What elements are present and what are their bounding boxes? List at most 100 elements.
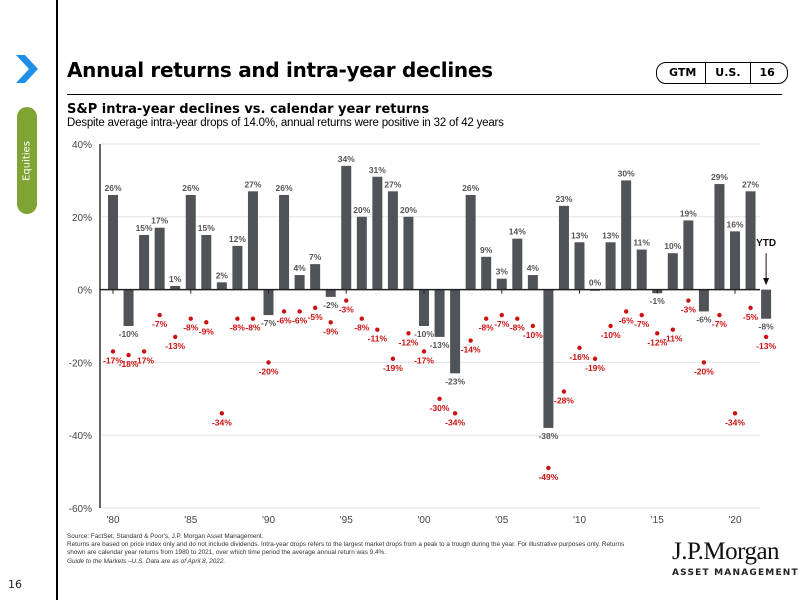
return-bar xyxy=(387,191,398,290)
return-bar xyxy=(263,289,274,316)
decline-dot xyxy=(763,334,769,340)
return-label: 11% xyxy=(633,238,650,248)
decline-label: -20% xyxy=(259,366,279,376)
decline-dot xyxy=(390,356,396,361)
decline-label: -6% xyxy=(276,315,292,325)
return-label: -10% xyxy=(119,329,139,339)
return-bar xyxy=(310,264,321,290)
decline-dot xyxy=(421,349,427,354)
return-label: 13% xyxy=(602,230,619,240)
sidebar-divider xyxy=(56,0,58,600)
decline-label: -6% xyxy=(292,315,308,325)
decline-label: -8% xyxy=(479,323,495,333)
return-label: 19% xyxy=(680,208,697,218)
chart-subtitle: Despite average intra-year drops of 14.0… xyxy=(67,117,504,129)
decline-label: -6% xyxy=(619,315,635,325)
return-bar xyxy=(108,194,118,290)
return-label: 0% xyxy=(589,278,602,288)
decline-dot xyxy=(499,312,504,318)
return-bar xyxy=(621,180,632,290)
return-label: -13% xyxy=(430,340,450,350)
y-tick-label: 40% xyxy=(72,140,92,151)
return-bar xyxy=(667,253,678,290)
decline-label: -10% xyxy=(523,330,543,340)
return-bar xyxy=(247,191,258,290)
page-number: 16 xyxy=(8,578,22,591)
return-bar xyxy=(356,216,367,290)
return-label: -7% xyxy=(261,318,277,328)
decline-dot xyxy=(344,298,349,303)
decline-label: -5% xyxy=(743,312,759,322)
decline-label: -14% xyxy=(461,345,481,355)
logo-name: J.P.Morgan xyxy=(672,538,780,565)
decline-label: -12% xyxy=(647,337,667,347)
return-bar xyxy=(294,275,305,290)
y-tick-label: 20% xyxy=(72,213,92,224)
return-label: 27% xyxy=(742,179,759,189)
decline-label: -19% xyxy=(383,363,403,373)
decline-label: -13% xyxy=(756,341,776,351)
return-bar xyxy=(434,289,445,337)
return-bar xyxy=(481,256,492,290)
decline-dot xyxy=(110,349,116,354)
return-label: 2% xyxy=(216,270,229,280)
return-bar xyxy=(185,194,196,290)
decline-label: -8% xyxy=(183,323,199,333)
ytd-label: YTD xyxy=(756,238,776,249)
decline-dot xyxy=(141,349,147,354)
section-tab-equities[interactable]: Equities xyxy=(17,107,37,214)
decline-dot xyxy=(328,320,333,325)
decline-dot xyxy=(173,334,178,340)
decline-dot xyxy=(530,323,536,329)
decline-label: -7% xyxy=(152,319,168,329)
decline-label: -8% xyxy=(510,323,526,333)
badge-page: 16 xyxy=(749,63,787,83)
decline-label: -17% xyxy=(414,355,434,365)
decline-dot xyxy=(157,312,162,318)
decline-dot xyxy=(748,305,753,310)
return-label: 9% xyxy=(480,245,493,255)
decline-label: -3% xyxy=(681,305,697,315)
chevron-right-icon[interactable] xyxy=(14,52,40,86)
return-bar xyxy=(714,184,725,290)
decline-label: -13% xyxy=(165,341,185,351)
decline-dot xyxy=(250,316,256,321)
return-label: 26% xyxy=(182,183,199,193)
decline-label: -9% xyxy=(323,326,339,336)
return-label: 26% xyxy=(276,183,293,193)
decline-dot xyxy=(297,309,302,314)
return-bar xyxy=(201,235,212,290)
y-tick-label: 0% xyxy=(78,286,93,297)
return-bar xyxy=(139,235,150,290)
decline-label: -7% xyxy=(634,319,650,329)
decline-label: -34% xyxy=(445,417,465,427)
decline-label: -7% xyxy=(712,319,728,329)
badge-gtm: GTM xyxy=(669,66,697,79)
return-label: 15% xyxy=(136,223,153,233)
return-label: 10% xyxy=(664,241,681,251)
footnotes: Source: FactSet, Standard & Poor's, J.P.… xyxy=(67,533,627,566)
decline-dot xyxy=(732,411,738,416)
decline-dot xyxy=(484,316,489,321)
decline-label: -16% xyxy=(570,352,590,362)
return-bar xyxy=(496,278,507,290)
decline-label: -12% xyxy=(399,337,419,347)
decline-label: -8% xyxy=(245,323,261,333)
decline-dot xyxy=(608,323,613,329)
return-bar xyxy=(558,205,569,290)
return-bar xyxy=(325,289,336,297)
return-bar xyxy=(279,194,290,290)
decline-dot xyxy=(375,327,380,332)
return-bar xyxy=(761,289,772,319)
return-label: -8% xyxy=(759,322,775,332)
decline-dot xyxy=(701,360,707,365)
decline-label: -11% xyxy=(663,334,683,344)
decline-label: -3% xyxy=(339,305,355,315)
return-bar xyxy=(154,227,165,290)
chart-title: S&P intra-year declines vs. calendar yea… xyxy=(67,102,430,117)
decline-dot xyxy=(406,331,411,336)
return-bar xyxy=(698,289,709,312)
decline-dot xyxy=(546,465,551,471)
decline-label: -28% xyxy=(554,396,574,406)
decline-dot xyxy=(281,309,287,314)
